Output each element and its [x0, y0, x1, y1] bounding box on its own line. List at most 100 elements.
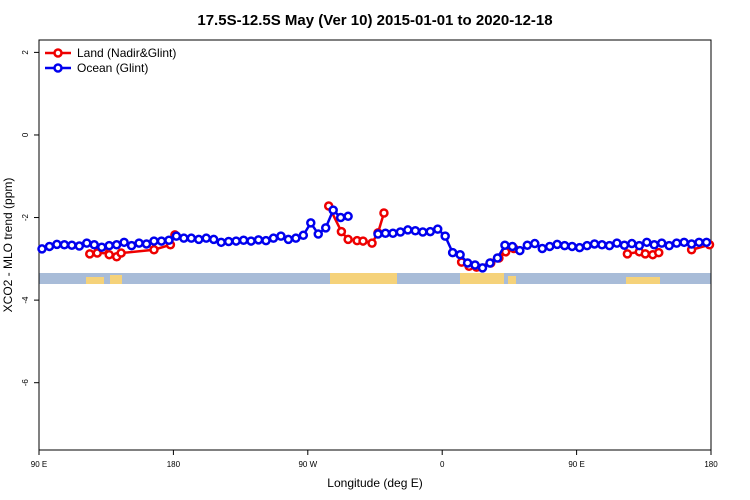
x-tick-label: 90 W [298, 460, 317, 469]
data-point [104, 249, 114, 260]
x-tick-label: 90 E [568, 460, 584, 469]
data-point [44, 241, 55, 252]
data-point [379, 208, 389, 218]
data-point [328, 205, 338, 215]
data-point [336, 226, 347, 237]
x-tick-label: 90 E [31, 460, 47, 469]
data-point [664, 240, 674, 251]
y-axis-title: XCO2 - MLO trend (ppm) [1, 178, 15, 313]
data-point [67, 240, 77, 250]
data-point [604, 240, 615, 251]
data-point [544, 241, 555, 252]
data-point [432, 224, 443, 234]
data-point [485, 258, 495, 268]
x-tick-label: 0 [440, 460, 445, 469]
data-point [343, 211, 353, 222]
data-point [320, 223, 331, 233]
data-point [343, 234, 353, 245]
data-point [447, 247, 458, 258]
data-point [74, 241, 85, 251]
data-point [268, 233, 279, 243]
x-tick-label: 180 [704, 460, 718, 469]
data-point [335, 212, 346, 223]
land-mask [39, 273, 711, 284]
data-point [440, 231, 450, 241]
data-point [164, 235, 174, 246]
data-point [403, 225, 413, 235]
data-point [186, 233, 197, 243]
data-point [701, 237, 712, 248]
data-point [522, 240, 533, 250]
data-point [238, 235, 249, 246]
data-point [208, 234, 219, 245]
data-point [59, 240, 70, 250]
data-point [425, 226, 436, 237]
data-point [653, 247, 664, 258]
data-point [388, 228, 398, 238]
land-strip [110, 275, 122, 284]
legend-marker [53, 63, 63, 73]
data-point [216, 237, 226, 248]
data-point [507, 241, 518, 252]
data-point [656, 238, 667, 248]
data-point [116, 248, 126, 258]
data-point [589, 239, 600, 249]
data-point [530, 238, 540, 249]
data-point [82, 238, 92, 248]
y-tick-label: 0 [21, 132, 30, 137]
data-point [358, 236, 368, 246]
chart-title: 17.5S-12.5S May (Ver 10) 2015-01-01 to 2… [197, 12, 552, 29]
data-point [597, 240, 607, 250]
data-point [567, 241, 577, 252]
data-point [298, 230, 309, 241]
data-point [179, 233, 189, 243]
data-point [537, 243, 548, 254]
data-point [246, 236, 256, 246]
data-point [291, 233, 301, 243]
data-point [194, 234, 204, 245]
data-point [395, 227, 406, 237]
y-tick-label: 2 [21, 50, 30, 55]
land-strip [460, 273, 504, 284]
data-point [85, 249, 95, 259]
data-point [462, 258, 473, 268]
data-point [156, 236, 167, 246]
data-point [306, 218, 316, 228]
data-point [500, 240, 510, 250]
data-point [231, 236, 241, 246]
y-tick-label: -4 [21, 296, 30, 304]
land-strip [626, 277, 660, 284]
data-point [201, 233, 212, 243]
data-point [313, 229, 324, 239]
data-point [276, 231, 286, 241]
data-point [671, 238, 682, 248]
data-point [477, 263, 488, 273]
data-point [141, 239, 152, 249]
x-axis-title: Longitude (deg E) [327, 476, 422, 490]
data-point [52, 239, 62, 250]
data-point [492, 253, 503, 263]
data-point [111, 240, 122, 250]
data-point [373, 229, 383, 239]
data-point [612, 238, 622, 248]
data-point [470, 260, 480, 270]
data-point [367, 238, 377, 248]
data-point [149, 244, 159, 255]
data-point [634, 240, 645, 251]
data-point [582, 240, 592, 251]
data-point [149, 236, 159, 246]
legend-label: Land (Nadir&Glint) [77, 46, 176, 60]
data-point [223, 236, 234, 247]
data-point [89, 240, 100, 250]
data-point [380, 228, 391, 238]
data-point [694, 237, 704, 248]
data-point [642, 237, 652, 248]
data-point [515, 245, 525, 256]
data-point [627, 238, 637, 249]
data-point [253, 235, 264, 245]
land-strip [330, 273, 397, 284]
data-point [104, 240, 114, 251]
data-point [119, 237, 129, 248]
x-tick-label: 180 [167, 460, 181, 469]
